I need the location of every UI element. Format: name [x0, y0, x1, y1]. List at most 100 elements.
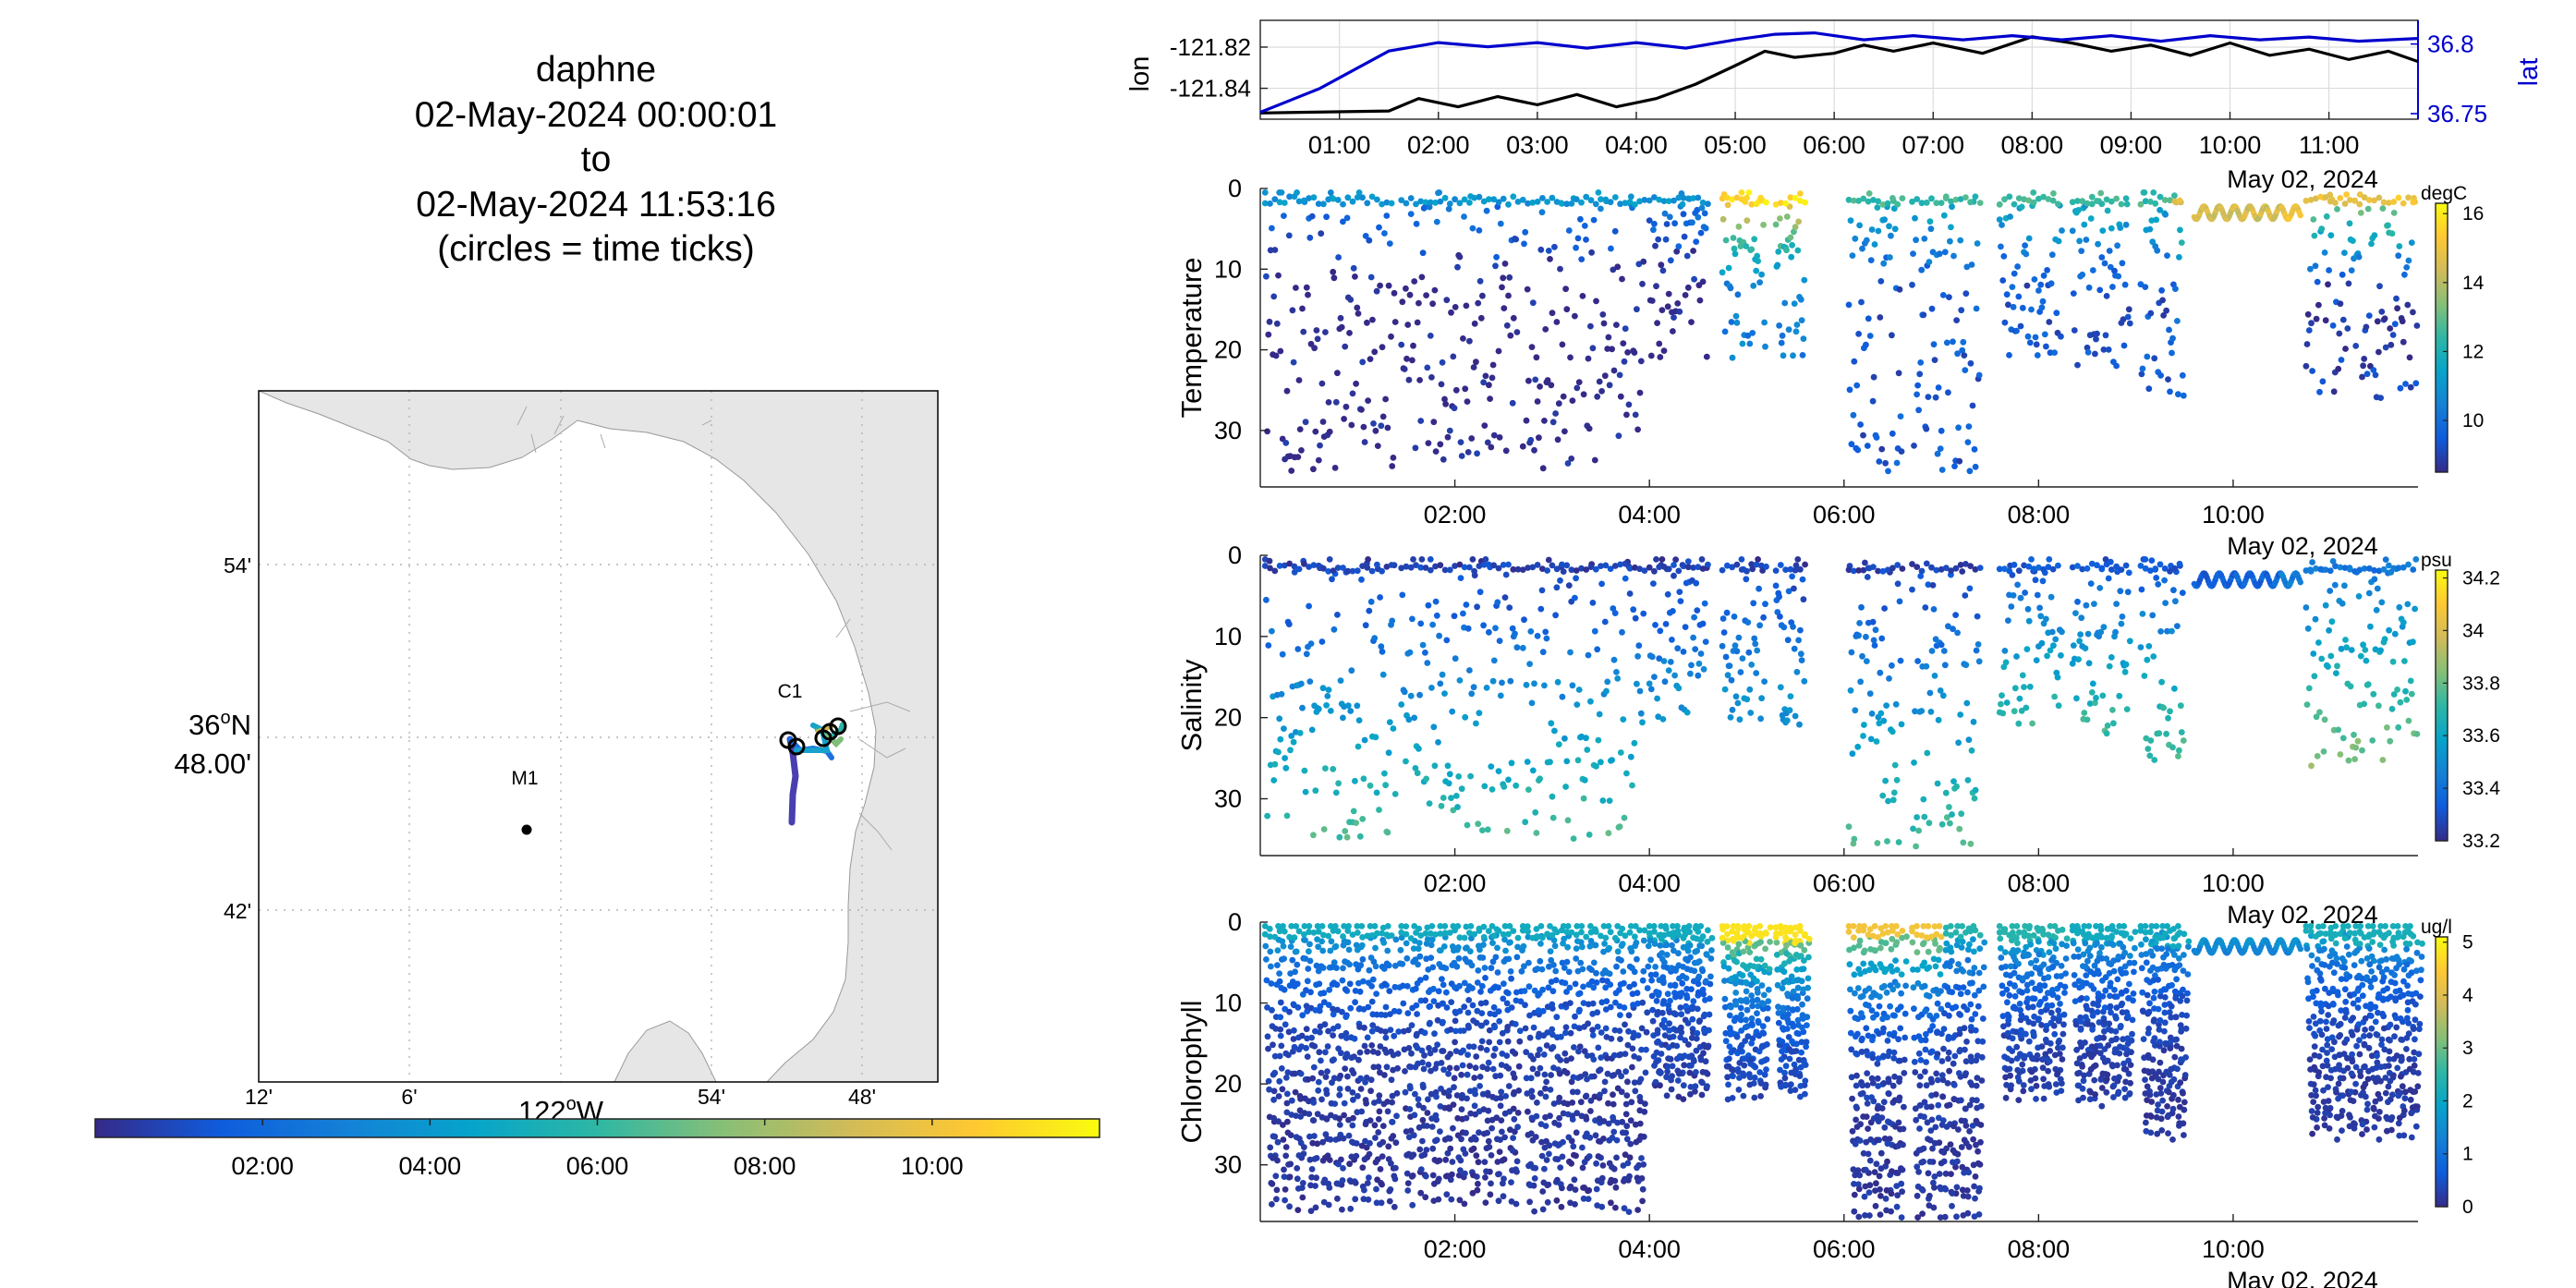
data-point [1544, 377, 1551, 383]
data-point [1615, 955, 1622, 963]
surface-point [2405, 561, 2412, 568]
station-label-m1: M1 [511, 768, 538, 789]
data-point [1876, 1173, 1883, 1180]
data-point [1321, 1176, 1329, 1184]
surface-point [1261, 930, 1269, 938]
data-point [1306, 1156, 1314, 1163]
data-point [1307, 640, 1315, 647]
data-point [1375, 1063, 1382, 1071]
data-point [1863, 658, 1870, 664]
data-point [1589, 1032, 1597, 1039]
data-point [1802, 1077, 1809, 1085]
data-point [1879, 792, 1887, 799]
data-point [1564, 817, 1572, 824]
data-point [1530, 1056, 1537, 1063]
data-point [1849, 252, 1856, 259]
lat-tick-label: 36.8 [2427, 30, 2474, 58]
surface-point [1514, 934, 1522, 942]
data-point [1788, 1048, 1795, 1055]
surface-point [2021, 196, 2028, 203]
data-point [1308, 1173, 1315, 1181]
data-point [1733, 1033, 1741, 1040]
data-point [1637, 1098, 1644, 1105]
data-point [1310, 832, 1317, 839]
data-point [2410, 309, 2416, 316]
data-point [1469, 1002, 1476, 1009]
surface-point [1291, 193, 1298, 200]
degree-mark: o [566, 1094, 577, 1114]
data-point [1850, 923, 1857, 930]
data-point [1411, 1112, 1418, 1119]
data-point [1612, 999, 1619, 1006]
data-point [1927, 225, 1935, 233]
data-point [1369, 1022, 1377, 1028]
surface-point [1301, 931, 1307, 938]
data-point [1580, 391, 1587, 398]
data-point [1266, 557, 1273, 565]
data-point [1677, 1004, 1684, 1011]
surface-point [2055, 562, 2061, 569]
data-point [1778, 924, 1784, 931]
data-point [1578, 256, 1586, 262]
data-point [2099, 227, 2107, 235]
data-point [1330, 766, 1337, 772]
position-panel: 01:00 02:00 03:00 04:00 05:00 06:00 07:00 08:00… [1125, 19, 2544, 193]
data-point [1543, 635, 1550, 642]
data-point [1671, 572, 1677, 579]
surface-point [1437, 198, 1444, 205]
data-point [1794, 247, 1802, 254]
data-point [1547, 759, 1553, 766]
data-point [1883, 966, 1890, 973]
data-point [1306, 941, 1313, 948]
data-point [1438, 1060, 1445, 1066]
data-point [1326, 428, 1333, 435]
surface-point [1996, 200, 2003, 208]
data-point [1496, 1171, 1502, 1177]
data-point [2137, 281, 2145, 288]
data-point [1589, 600, 1597, 606]
data-point [1972, 463, 1979, 470]
surface-point [2040, 193, 2047, 200]
time-colorbar-tick-label: 04:00 [399, 1152, 462, 1180]
data-point [1354, 304, 1361, 311]
data-point [1605, 334, 1612, 341]
data-point [2387, 737, 2394, 745]
data-point [1754, 647, 1761, 654]
data-point [1975, 641, 1982, 648]
data-point [1848, 441, 1855, 448]
data-point [1445, 1104, 1452, 1112]
data-point [2145, 643, 2153, 650]
data-point [1914, 814, 1921, 820]
surface-point [1656, 931, 1663, 939]
data-point [1872, 1202, 1879, 1209]
data-point [1894, 1192, 1902, 1199]
data-point [1297, 1095, 1304, 1102]
data-point [1515, 1088, 1523, 1094]
data-point [1926, 689, 1934, 697]
data-point [1862, 559, 1868, 566]
surface-point [2307, 567, 2315, 575]
data-point [1472, 1064, 1479, 1072]
surface-point [1617, 200, 1623, 208]
data-point [1407, 211, 1415, 218]
data-point [1618, 1088, 1625, 1096]
data-point [1913, 237, 1920, 244]
data-point [1271, 247, 1279, 253]
data-point [1318, 638, 1326, 645]
colorbar-tick-label: 12 [2462, 341, 2484, 362]
data-point [1377, 1069, 1383, 1076]
data-point [1674, 1077, 1682, 1084]
data-point [1521, 616, 1527, 624]
data-point [1531, 446, 1537, 454]
data-point [1939, 292, 1947, 298]
data-point [1890, 789, 1898, 796]
data-point [1426, 989, 1432, 995]
surface-point [1334, 197, 1342, 203]
data-point [1325, 687, 1332, 693]
data-point [1428, 374, 1435, 381]
data-point [1293, 948, 1300, 955]
data-point [1378, 643, 1385, 650]
data-point [1593, 298, 1599, 305]
data-point [1730, 923, 1737, 930]
data-point [1267, 948, 1274, 955]
